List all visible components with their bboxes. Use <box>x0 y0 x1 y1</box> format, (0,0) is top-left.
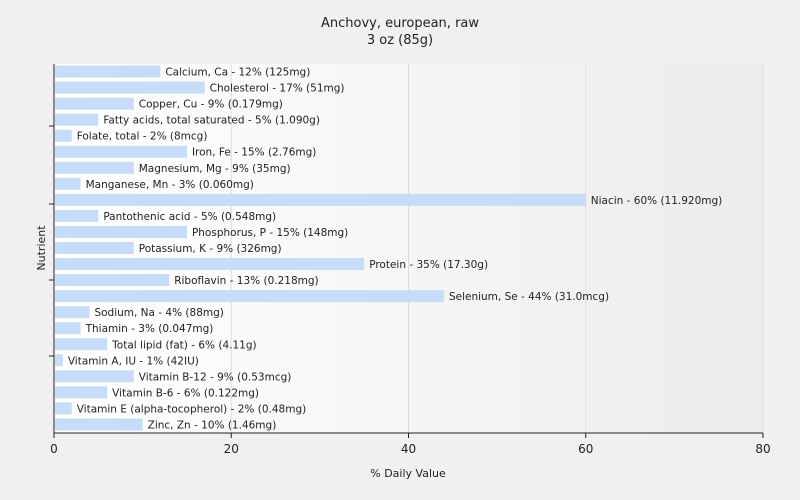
bar <box>55 338 108 351</box>
x-tick-label: 40 <box>401 442 416 456</box>
x-tick-label: 0 <box>50 442 58 456</box>
bar-label: Sodium, Na - 4% (88mg) <box>94 307 223 319</box>
bar-label: Niacin - 60% (11.920mg) <box>591 195 723 207</box>
bar <box>55 242 134 254</box>
bar-label: Copper, Cu - 9% (0.179mg) <box>139 99 283 111</box>
grid-lines <box>230 64 764 433</box>
bar <box>55 177 81 190</box>
bar-label: Selenium, Se - 44% (31.0mcg) <box>449 291 609 303</box>
bar <box>55 370 134 383</box>
chart-subtitle: 3 oz (85g) <box>367 33 433 48</box>
bar <box>55 386 108 399</box>
bar <box>55 290 444 303</box>
bar-label: Phosphorus, P - 15% (148mg) <box>192 227 348 239</box>
bar-label: Magnesium, Mg - 9% (35mg) <box>139 163 291 175</box>
bar-label: Zinc, Zn - 10% (1.46mg) <box>148 419 277 431</box>
bar <box>55 145 187 158</box>
x-tick-labels: 0 20 40 60 80 <box>50 442 770 456</box>
bar-label: Folate, total - 2% (8mcg) <box>77 131 208 143</box>
x-tick-label: 60 <box>578 442 593 456</box>
bar <box>55 354 63 367</box>
bar-label: Pantothenic acid - 5% (0.548mg) <box>103 211 276 223</box>
bar <box>55 418 143 431</box>
x-axis-title: % Daily Value <box>370 467 446 480</box>
bar-label: Protein - 35% (17.30g) <box>369 259 488 271</box>
x-tick-label: 80 <box>755 442 770 456</box>
bar <box>55 209 99 222</box>
bar-label: Fatty acids, total saturated - 5% (1.090… <box>103 115 320 127</box>
bar-label: Iron, Fe - 15% (2.76mg) <box>192 147 316 159</box>
bar <box>55 225 187 238</box>
bar <box>55 193 586 206</box>
bar <box>55 402 72 415</box>
bar <box>55 274 170 287</box>
bar <box>55 322 81 335</box>
bar-label: Vitamin B-6 - 6% (0.122mg) <box>112 387 259 399</box>
bar-label: Thiamin - 3% (0.047mg) <box>85 323 214 335</box>
bar <box>55 113 99 126</box>
bar <box>55 306 90 319</box>
bar-label: Manganese, Mn - 3% (0.060mg) <box>86 179 254 191</box>
bar <box>55 129 72 142</box>
bars <box>55 65 586 431</box>
bar-label: Cholesterol - 17% (51mg) <box>210 83 345 95</box>
chart-title: Anchovy, european, raw <box>321 16 479 31</box>
bar-labels: Calcium, Ca - 12% (125mg) Cholesterol - 1… <box>68 67 722 432</box>
bar <box>55 65 161 78</box>
y-axis-title: Nutrient <box>35 225 48 271</box>
bar-label: Riboflavin - 13% (0.218mg) <box>174 275 318 287</box>
bar <box>55 258 365 271</box>
x-tick-label: 20 <box>224 442 239 456</box>
bar <box>55 81 205 94</box>
bar-label: Potassium, K - 9% (326mg) <box>139 243 282 255</box>
bar <box>55 161 134 174</box>
bar-label: Total lipid (fat) - 6% (4.11g) <box>111 339 256 351</box>
bar-label: Vitamin B-12 - 9% (0.53mcg) <box>139 371 292 383</box>
axes <box>49 64 764 438</box>
bar-label: Vitamin E (alpha-tocopherol) - 2% (0.48m… <box>77 403 307 415</box>
bar <box>55 97 134 110</box>
bar-label: Vitamin A, IU - 1% (42IU) <box>68 355 199 367</box>
bar-label: Calcium, Ca - 12% (125mg) <box>165 67 310 79</box>
